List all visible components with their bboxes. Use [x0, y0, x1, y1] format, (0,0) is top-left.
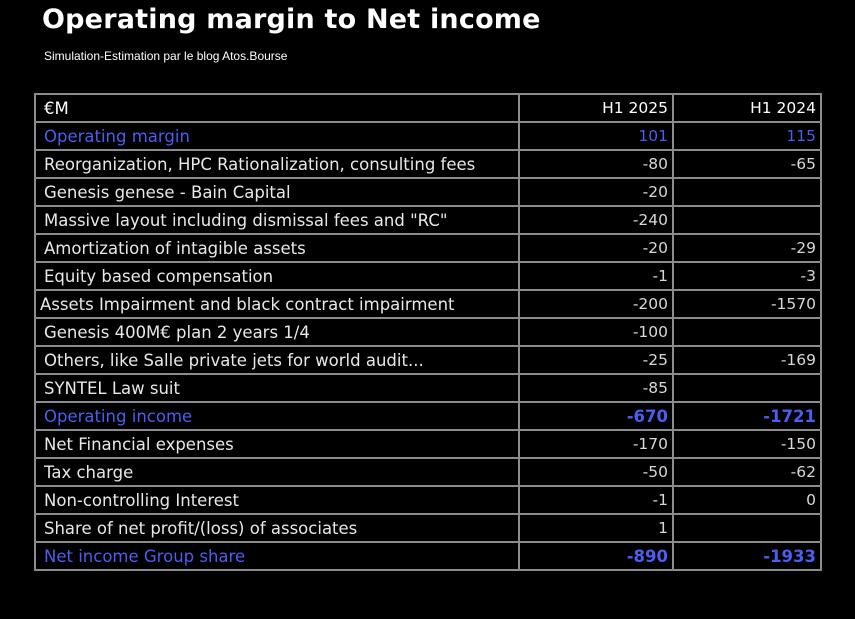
- table-row: Genesis genese - Bain Capital -20: [34, 177, 822, 207]
- row-label: Massive layout including dismissal fees …: [34, 205, 520, 235]
- income-table: €M H1 2025 H1 2024 Operating margin 101 …: [34, 93, 822, 571]
- column-header-h1-2025: H1 2025: [518, 93, 674, 123]
- table-row: SYNTEL Law suit -85: [34, 373, 822, 403]
- value-h1-2025: -20: [518, 177, 674, 207]
- row-label: Others, like Salle private jets for worl…: [34, 345, 520, 375]
- table-row: Amortization of intagible assets -20 -29: [34, 233, 822, 263]
- value-h1-2025: -20: [518, 233, 674, 263]
- value-h1-2024: [672, 513, 822, 543]
- value-h1-2024: [672, 317, 822, 347]
- value-h1-2024: -1933: [672, 541, 822, 571]
- value-h1-2024: [672, 177, 822, 207]
- row-label: Net Financial expenses: [34, 429, 520, 459]
- row-label: Genesis 400M€ plan 2 years 1/4: [34, 317, 520, 347]
- value-h1-2024: [672, 205, 822, 235]
- table-row: Reorganization, HPC Rationalization, con…: [34, 149, 822, 179]
- value-h1-2025: -890: [518, 541, 674, 571]
- value-h1-2024: -1721: [672, 401, 822, 431]
- value-h1-2024: -150: [672, 429, 822, 459]
- table-row: Share of net profit/(loss) of associates…: [34, 513, 822, 543]
- table-row: Others, like Salle private jets for worl…: [34, 345, 822, 375]
- value-h1-2025: -25: [518, 345, 674, 375]
- row-label: Net income Group share: [34, 541, 520, 571]
- value-h1-2025: -670: [518, 401, 674, 431]
- row-label: Equity based compensation: [34, 261, 520, 291]
- value-h1-2024: -29: [672, 233, 822, 263]
- value-h1-2024: -1570: [672, 289, 822, 319]
- value-h1-2025: -200: [518, 289, 674, 319]
- value-h1-2025: -50: [518, 457, 674, 487]
- table-row: Tax charge -50 -62: [34, 457, 822, 487]
- table-row: Net Financial expenses -170 -150: [34, 429, 822, 459]
- value-h1-2024: -62: [672, 457, 822, 487]
- row-label: Non-controlling Interest: [34, 485, 520, 515]
- row-label: Operating income: [34, 401, 520, 431]
- value-h1-2025: -170: [518, 429, 674, 459]
- row-label: Tax charge: [34, 457, 520, 487]
- value-h1-2025: 101: [518, 121, 674, 151]
- value-h1-2025: 1: [518, 513, 674, 543]
- table-row-operating-income: Operating income -670 -1721: [34, 401, 822, 431]
- value-h1-2025: -1: [518, 485, 674, 515]
- page-subtitle: Simulation-Estimation par le blog Atos.B…: [44, 49, 288, 63]
- value-h1-2024: [672, 373, 822, 403]
- row-label: Operating margin: [34, 121, 520, 151]
- value-h1-2025: -1: [518, 261, 674, 291]
- table-row: Massive layout including dismissal fees …: [34, 205, 822, 235]
- value-h1-2024: -169: [672, 345, 822, 375]
- table-row: Genesis 400M€ plan 2 years 1/4 -100: [34, 317, 822, 347]
- table-row: Assets Impairment and black contract imp…: [34, 289, 822, 319]
- value-h1-2025: -85: [518, 373, 674, 403]
- value-h1-2025: -80: [518, 149, 674, 179]
- row-label: Amortization of intagible assets: [34, 233, 520, 263]
- row-label: Genesis genese - Bain Capital: [34, 177, 520, 207]
- table-header-row: €M H1 2025 H1 2024: [34, 93, 822, 123]
- page-title: Operating margin to Net income: [42, 4, 541, 35]
- value-h1-2024: 0: [672, 485, 822, 515]
- value-h1-2024: -3: [672, 261, 822, 291]
- value-h1-2025: -240: [518, 205, 674, 235]
- table-row-net-income: Net income Group share -890 -1933: [34, 541, 822, 571]
- row-label: Share of net profit/(loss) of associates: [34, 513, 520, 543]
- column-header-h1-2024: H1 2024: [672, 93, 822, 123]
- row-label: Reorganization, HPC Rationalization, con…: [34, 149, 520, 179]
- table-row: Non-controlling Interest -1 0: [34, 485, 822, 515]
- table-row-operating-margin: Operating margin 101 115: [34, 121, 822, 151]
- value-h1-2025: -100: [518, 317, 674, 347]
- value-h1-2024: 115: [672, 121, 822, 151]
- value-h1-2024: -65: [672, 149, 822, 179]
- column-header-unit: €M: [34, 93, 520, 123]
- table-row: Equity based compensation -1 -3: [34, 261, 822, 291]
- row-label: SYNTEL Law suit: [34, 373, 520, 403]
- row-label: Assets Impairment and black contract imp…: [34, 289, 520, 319]
